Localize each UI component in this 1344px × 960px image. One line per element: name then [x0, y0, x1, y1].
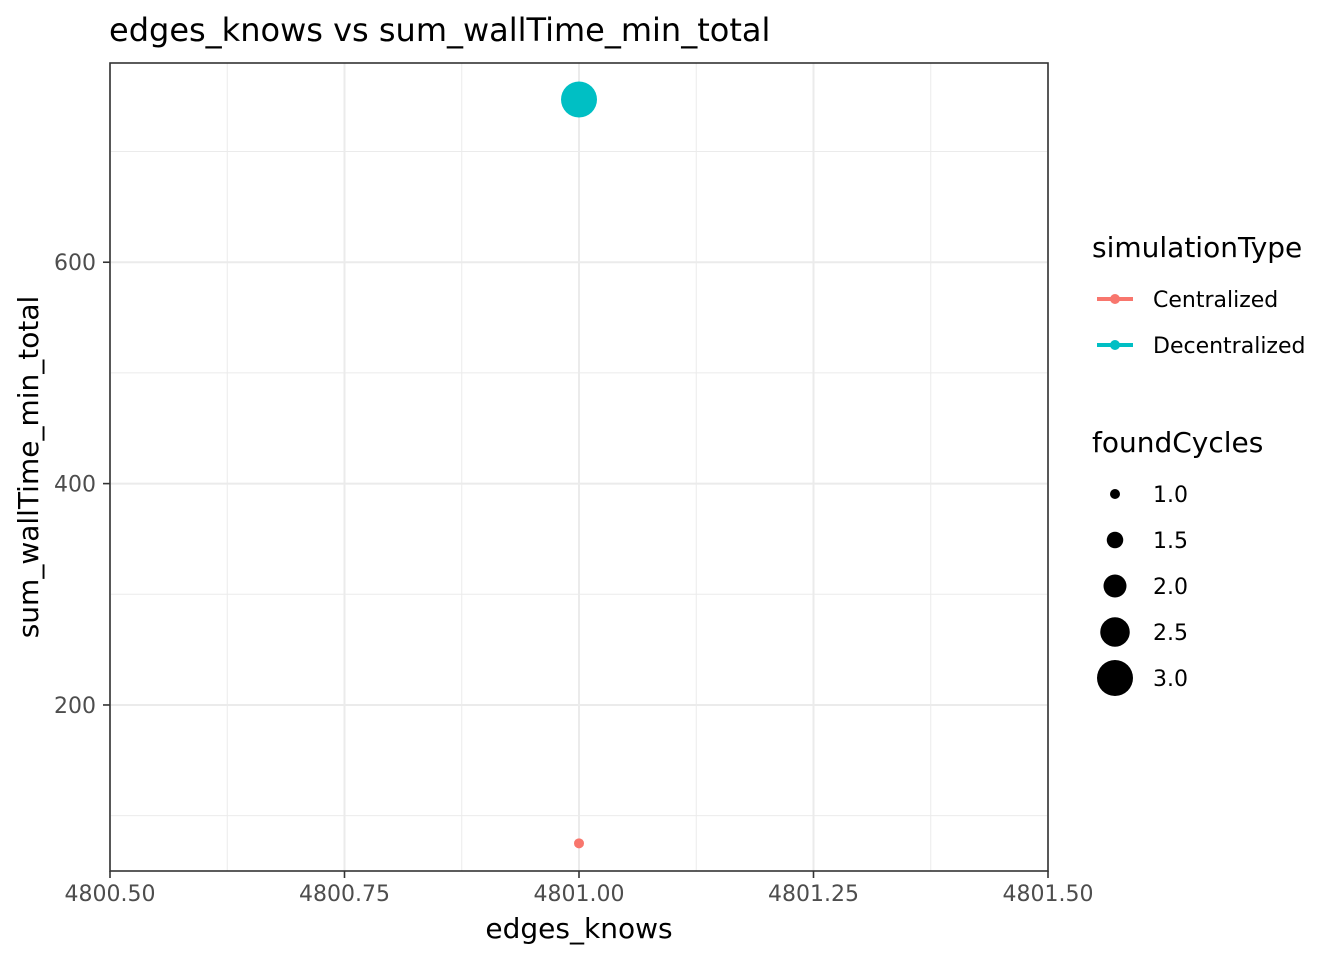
size-legend-label: 3.0 — [1153, 667, 1188, 692]
legend-label: Decentralized — [1153, 334, 1305, 359]
color-legend: simulationType Centralized Decentralized — [1092, 231, 1305, 359]
x-tick-label: 4800.75 — [299, 882, 390, 907]
size-legend-key — [1103, 574, 1127, 598]
y-tick-label: 400 — [54, 473, 96, 498]
size-legend-label: 1.0 — [1153, 483, 1188, 508]
size-legend-key — [1106, 531, 1124, 549]
size-legend-label: 2.5 — [1153, 621, 1188, 646]
y-axis: 200 400 600 — [54, 251, 110, 719]
size-legend-label: 2.0 — [1153, 575, 1188, 600]
size-legend-key — [1110, 489, 1120, 499]
legend-key-point — [1110, 294, 1120, 304]
x-axis-title: edges_knows — [485, 912, 672, 945]
x-tick-label: 4801.50 — [1003, 882, 1094, 907]
x-axis: 4800.50 4800.75 4801.00 4801.25 4801.50 — [65, 871, 1094, 907]
x-tick-label: 4801.00 — [534, 882, 625, 907]
size-legend-key — [1097, 660, 1133, 696]
data-points — [561, 81, 597, 849]
x-tick-label: 4800.50 — [65, 882, 156, 907]
size-legend: foundCycles 1.0 1.5 2.0 2.5 3.0 — [1092, 426, 1263, 696]
size-legend-key — [1100, 617, 1130, 647]
data-point-centralized — [574, 838, 584, 849]
size-legend-label: 1.5 — [1153, 529, 1188, 554]
size-legend-title: foundCycles — [1092, 426, 1263, 459]
legend-label: Centralized — [1153, 288, 1278, 313]
x-tick-label: 4801.25 — [768, 882, 859, 907]
color-legend-title: simulationType — [1092, 231, 1302, 264]
chart-title: edges_knows vs sum_wallTime_min_total — [109, 11, 770, 49]
data-point-decentralized — [561, 81, 597, 118]
legend-key-point — [1110, 340, 1120, 350]
y-axis-title: sum_wallTime_min_total — [12, 296, 45, 639]
y-tick-label: 600 — [54, 251, 96, 276]
y-tick-label: 200 — [54, 694, 96, 719]
